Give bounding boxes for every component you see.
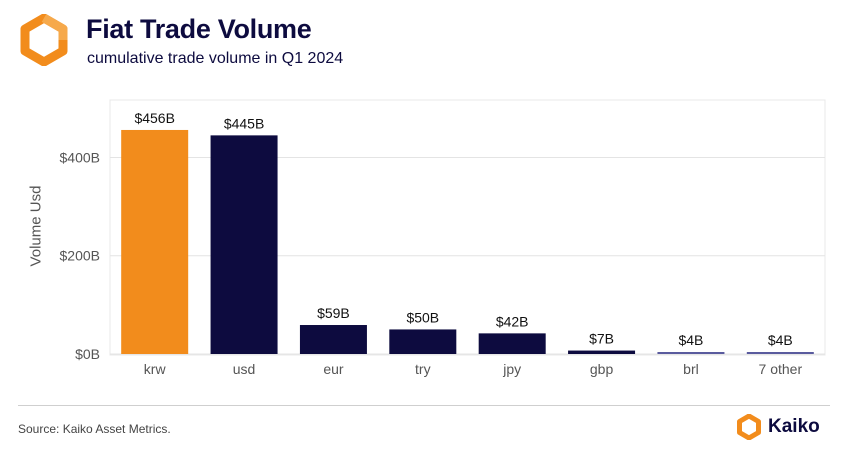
y-tick-label: $200B xyxy=(60,248,100,264)
source-note: Source: Kaiko Asset Metrics. xyxy=(18,422,171,436)
bar-value-label: $445B xyxy=(224,115,264,131)
brand-footer: Kaiko xyxy=(736,414,820,440)
x-tick-label: krw xyxy=(144,361,167,377)
bar-chart: $0B$200B$400B $456B $445B$59B $50B $42B$7B $… xyxy=(60,99,826,377)
x-tick-label: try xyxy=(415,361,431,377)
chart-title: Fiat Trade Volume xyxy=(86,14,312,44)
x-tick-label: gbp xyxy=(590,361,614,377)
bar-value-label: $50B xyxy=(406,309,439,325)
bar-value-label: $59B xyxy=(317,305,350,321)
bar-7-other xyxy=(746,352,814,354)
x-tick-label: eur xyxy=(323,361,344,377)
footer-divider xyxy=(18,405,830,406)
x-tick-label: brl xyxy=(683,361,699,377)
bar-jpy xyxy=(478,333,546,354)
bar-value-label: $42B xyxy=(496,313,529,329)
bar-eur xyxy=(299,325,367,354)
chart-subtitle: cumulative trade volume in Q1 2024 xyxy=(87,50,344,67)
bar-value-label: $4B xyxy=(678,332,703,348)
bar-krw xyxy=(121,129,189,354)
x-tick-label: usd xyxy=(233,361,256,377)
y-tick-labels: $0B $200B $400B xyxy=(60,149,100,362)
kaiko-logo-icon xyxy=(20,14,68,66)
bar-usd xyxy=(210,135,278,354)
y-tick-label: $0B xyxy=(75,346,100,362)
kaiko-brand-icon xyxy=(737,414,761,440)
bar-try xyxy=(389,329,457,354)
y-tick-label: $400B xyxy=(60,149,100,165)
x-tick-label: 7 other xyxy=(759,361,803,377)
bar-value-label: $456B xyxy=(134,110,174,126)
bar-value-label: $4B xyxy=(768,332,793,348)
x-tick-label: jpy xyxy=(502,361,521,377)
bars xyxy=(121,129,814,354)
bar-value-label: $7B xyxy=(589,331,614,347)
bar-gbp xyxy=(568,350,636,354)
bar-brl xyxy=(657,352,725,354)
bar-value-labels: $456B $445B $59B $50B $42B $7B $4B $4B xyxy=(134,110,792,348)
brand-name: Kaiko xyxy=(768,416,820,437)
x-tick-labels: krw usd eur try jpy gbp brl 7 other xyxy=(144,361,803,377)
